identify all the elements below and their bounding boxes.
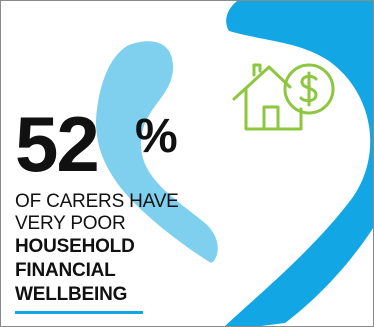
caption-line-3: HOUSEHOLD: [15, 236, 135, 257]
caption-line-2: VERY POOR: [15, 213, 126, 234]
headline-percent-sign: %: [135, 110, 178, 163]
light-blue-swirl-shape: [96, 41, 218, 263]
caption-line-1: OF CARERS HAVE: [15, 191, 179, 212]
headline-stat: 52 %: [15, 105, 178, 183]
blue-ribbon-shape: [225, 1, 373, 326]
caption-line-5: WELLBEING: [15, 284, 128, 305]
caption-line-4: FINANCIAL: [15, 260, 116, 281]
caption-underline: [15, 311, 143, 314]
caption-block: OF CARERS HAVE VERY POOR HOUSEHOLD FINAN…: [15, 191, 179, 307]
headline-number: 52: [15, 100, 100, 188]
house-with-dollar-icon: [232, 63, 335, 131]
